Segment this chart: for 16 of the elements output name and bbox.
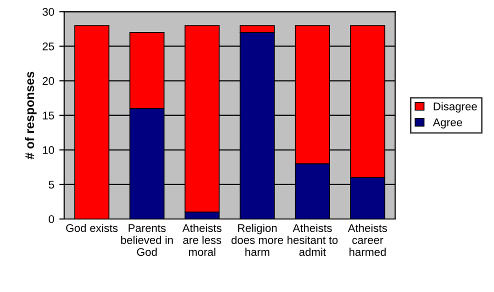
y-tick-label: 5: [48, 180, 54, 189]
x-tick-label: Parents believed in God: [121, 224, 173, 256]
y-tick-label: 10: [42, 146, 54, 154]
x-tick-label: Atheists are less moral: [182, 224, 222, 256]
x-tick-label: Atheists hesitant to admit: [288, 224, 338, 256]
x-tick-label: Religion does more harm: [232, 224, 284, 256]
legend-label: Agree: [432, 118, 462, 128]
legend-label: Disagree: [434, 102, 477, 113]
y-tick-label: 30: [42, 8, 54, 16]
y-axis-title: # of responses: [24, 72, 37, 160]
y-tick-label: 15: [42, 112, 54, 120]
x-tick-label: Atheists career harmed: [348, 224, 387, 256]
y-tick-label: 20: [42, 77, 54, 85]
y-tick-label: 25: [42, 42, 54, 50]
y-tick-label: 0: [48, 215, 54, 224]
x-tick-label: God exists: [66, 224, 118, 232]
